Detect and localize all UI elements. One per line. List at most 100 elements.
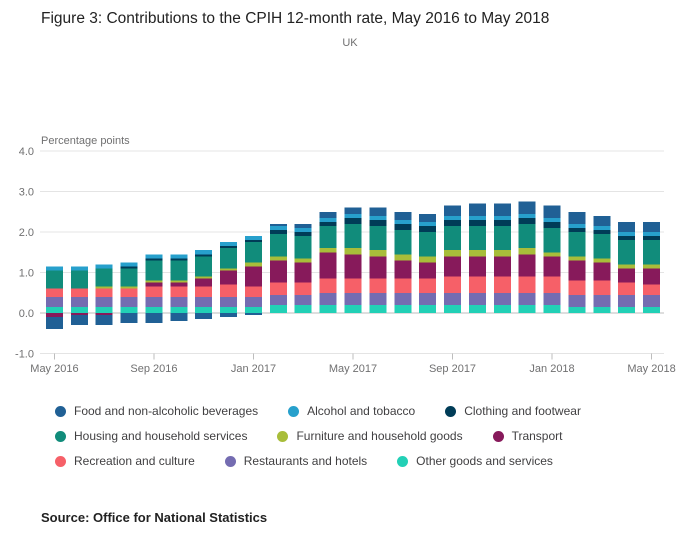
bar-segment[interactable] <box>70 266 88 271</box>
bar-segment[interactable] <box>170 306 188 313</box>
bar-segment[interactable] <box>518 223 536 249</box>
bar-segment[interactable] <box>593 215 611 226</box>
bar-segment[interactable] <box>95 306 113 313</box>
bar-segment[interactable] <box>518 201 536 214</box>
bar-segment[interactable] <box>369 304 387 313</box>
bar-segment[interactable] <box>518 254 536 277</box>
bar-segment[interactable] <box>593 280 611 295</box>
bar-segment[interactable] <box>618 268 636 283</box>
bar-segment[interactable] <box>294 232 312 237</box>
bar-segment[interactable] <box>244 266 262 287</box>
bar-segment[interactable] <box>244 286 262 297</box>
bar-segment[interactable] <box>170 254 188 259</box>
bar-segment[interactable] <box>369 219 387 226</box>
bar-segment[interactable] <box>543 252 561 257</box>
bar-segment[interactable] <box>195 256 213 277</box>
bar-segment[interactable] <box>618 306 636 313</box>
bar-segment[interactable] <box>618 232 636 237</box>
bar-segment[interactable] <box>120 262 138 267</box>
bar-segment[interactable] <box>244 236 262 241</box>
bar-segment[interactable] <box>319 221 337 226</box>
legend-item-alcohol-and-tobacco[interactable]: Alcohol and tobacco <box>288 404 415 418</box>
bar-segment[interactable] <box>344 278 362 293</box>
bar-segment[interactable] <box>344 217 362 224</box>
bar-segment[interactable] <box>493 215 511 220</box>
bar-segment[interactable] <box>468 256 486 277</box>
bar-segment[interactable] <box>269 256 287 261</box>
bar-segment[interactable] <box>170 313 188 322</box>
bar-segment[interactable] <box>568 306 586 313</box>
bar-segment[interactable] <box>344 254 362 279</box>
bar-segment[interactable] <box>294 294 312 305</box>
bar-segment[interactable] <box>394 223 412 230</box>
bar-segment[interactable] <box>593 229 611 235</box>
bar-segment[interactable] <box>269 294 287 305</box>
bar-segment[interactable] <box>145 258 163 261</box>
bar-segment[interactable] <box>419 278 437 293</box>
bar-segment[interactable] <box>244 262 262 267</box>
bar-segment[interactable] <box>70 270 88 289</box>
bar-segment[interactable] <box>120 313 138 324</box>
bar-segment[interactable] <box>643 294 661 307</box>
bar-segment[interactable] <box>444 292 462 305</box>
bar-segment[interactable] <box>95 286 113 289</box>
bar-segment[interactable] <box>170 260 188 281</box>
bar-segment[interactable] <box>220 270 238 285</box>
bar-segment[interactable] <box>244 240 262 243</box>
bar-segment[interactable] <box>468 292 486 305</box>
bar-segment[interactable] <box>593 262 611 281</box>
bar-segment[interactable] <box>369 250 387 257</box>
bar-segment[interactable] <box>95 268 113 287</box>
bar-segment[interactable] <box>45 266 63 271</box>
bar-segment[interactable] <box>195 276 213 279</box>
bar-segment[interactable] <box>468 276 486 293</box>
bar-segment[interactable] <box>70 296 88 307</box>
bar-segment[interactable] <box>344 207 362 214</box>
bar-segment[interactable] <box>493 250 511 257</box>
bar-segment[interactable] <box>493 276 511 293</box>
bar-segment[interactable] <box>244 313 262 316</box>
bar-segment[interactable] <box>269 282 287 295</box>
bar-segment[interactable] <box>269 234 287 257</box>
bar-segment[interactable] <box>120 296 138 307</box>
bar-segment[interactable] <box>394 304 412 313</box>
bar-segment[interactable] <box>145 260 163 281</box>
bar-segment[interactable] <box>195 278 213 287</box>
bar-segment[interactable] <box>618 221 636 232</box>
bar-segment[interactable] <box>419 256 437 263</box>
bar-segment[interactable] <box>170 258 188 261</box>
bar-segment[interactable] <box>220 246 238 249</box>
bar-segment[interactable] <box>444 276 462 293</box>
bar-segment[interactable] <box>95 288 113 297</box>
bar-segment[interactable] <box>394 278 412 293</box>
bar-segment[interactable] <box>419 221 437 226</box>
bar-segment[interactable] <box>145 296 163 307</box>
bar-segment[interactable] <box>468 250 486 257</box>
bar-segment[interactable] <box>543 256 561 277</box>
bar-segment[interactable] <box>269 225 287 230</box>
bar-segment[interactable] <box>394 292 412 305</box>
bar-segment[interactable] <box>145 313 163 324</box>
bar-segment[interactable] <box>643 306 661 313</box>
bar-segment[interactable] <box>269 229 287 235</box>
bar-segment[interactable] <box>220 242 238 247</box>
bar-segment[interactable] <box>170 296 188 307</box>
bar-segment[interactable] <box>643 268 661 285</box>
bar-segment[interactable] <box>543 205 561 218</box>
legend-item-recreation-and-culture[interactable]: Recreation and culture <box>55 454 195 468</box>
bar-segment[interactable] <box>45 306 63 313</box>
bar-segment[interactable] <box>294 223 312 228</box>
bar-segment[interactable] <box>120 306 138 313</box>
bar-segment[interactable] <box>643 264 661 269</box>
bar-segment[interactable] <box>120 268 138 287</box>
bar-segment[interactable] <box>543 292 561 305</box>
bar-segment[interactable] <box>444 205 462 216</box>
bar-segment[interactable] <box>195 306 213 313</box>
bar-segment[interactable] <box>419 304 437 313</box>
bar-segment[interactable] <box>444 219 462 226</box>
bar-segment[interactable] <box>220 284 238 297</box>
bar-segment[interactable] <box>444 215 462 220</box>
bar-segment[interactable] <box>220 296 238 307</box>
bar-segment[interactable] <box>419 225 437 232</box>
bar-segment[interactable] <box>120 286 138 289</box>
